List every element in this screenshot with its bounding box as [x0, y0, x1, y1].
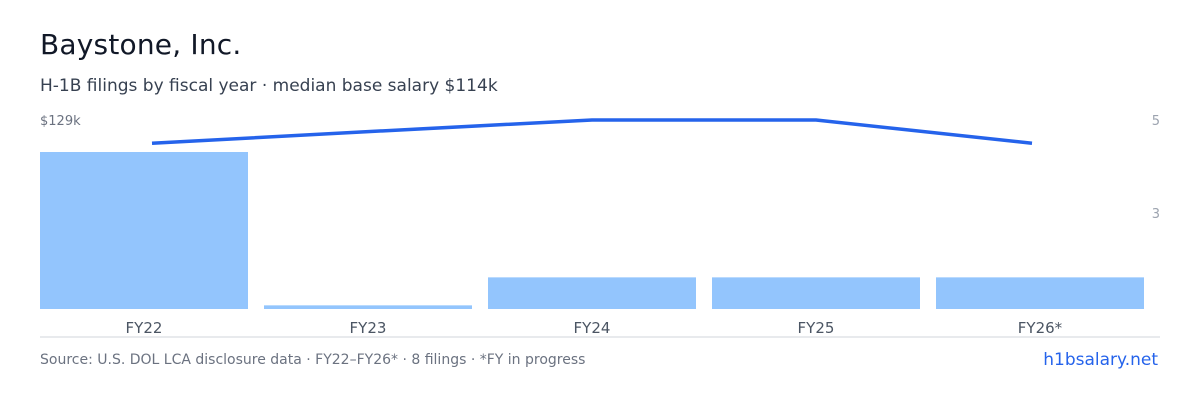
x-tick-label: FY25 — [798, 319, 835, 337]
right-axis-tick-label: 3 — [1152, 207, 1160, 222]
page-title: Baystone, Inc. — [40, 28, 242, 61]
bar-fy26-partial — [936, 277, 1144, 309]
x-tick-label: FY22 — [126, 319, 163, 337]
filings-line — [151, 118, 1033, 145]
x-tick-label: FY24 — [574, 319, 611, 337]
bar-fy22 — [40, 152, 248, 309]
source-note: Source: U.S. DOL LCA disclosure data · F… — [40, 352, 586, 368]
chart-subtitle: H-1B filings by fiscal year · median bas… — [40, 76, 498, 96]
bar-fy25 — [712, 277, 920, 309]
bar-fy24 — [488, 277, 696, 309]
left-axis-max-label: $129k — [40, 114, 81, 129]
x-tick-label: FY26* — [1018, 319, 1063, 337]
right-axis-tick-label: 5 — [1152, 114, 1160, 129]
site-link[interactable]: h1bsalary.net — [1043, 350, 1158, 370]
bar-fy23 — [264, 305, 472, 309]
x-tick-label: FY23 — [350, 319, 387, 337]
